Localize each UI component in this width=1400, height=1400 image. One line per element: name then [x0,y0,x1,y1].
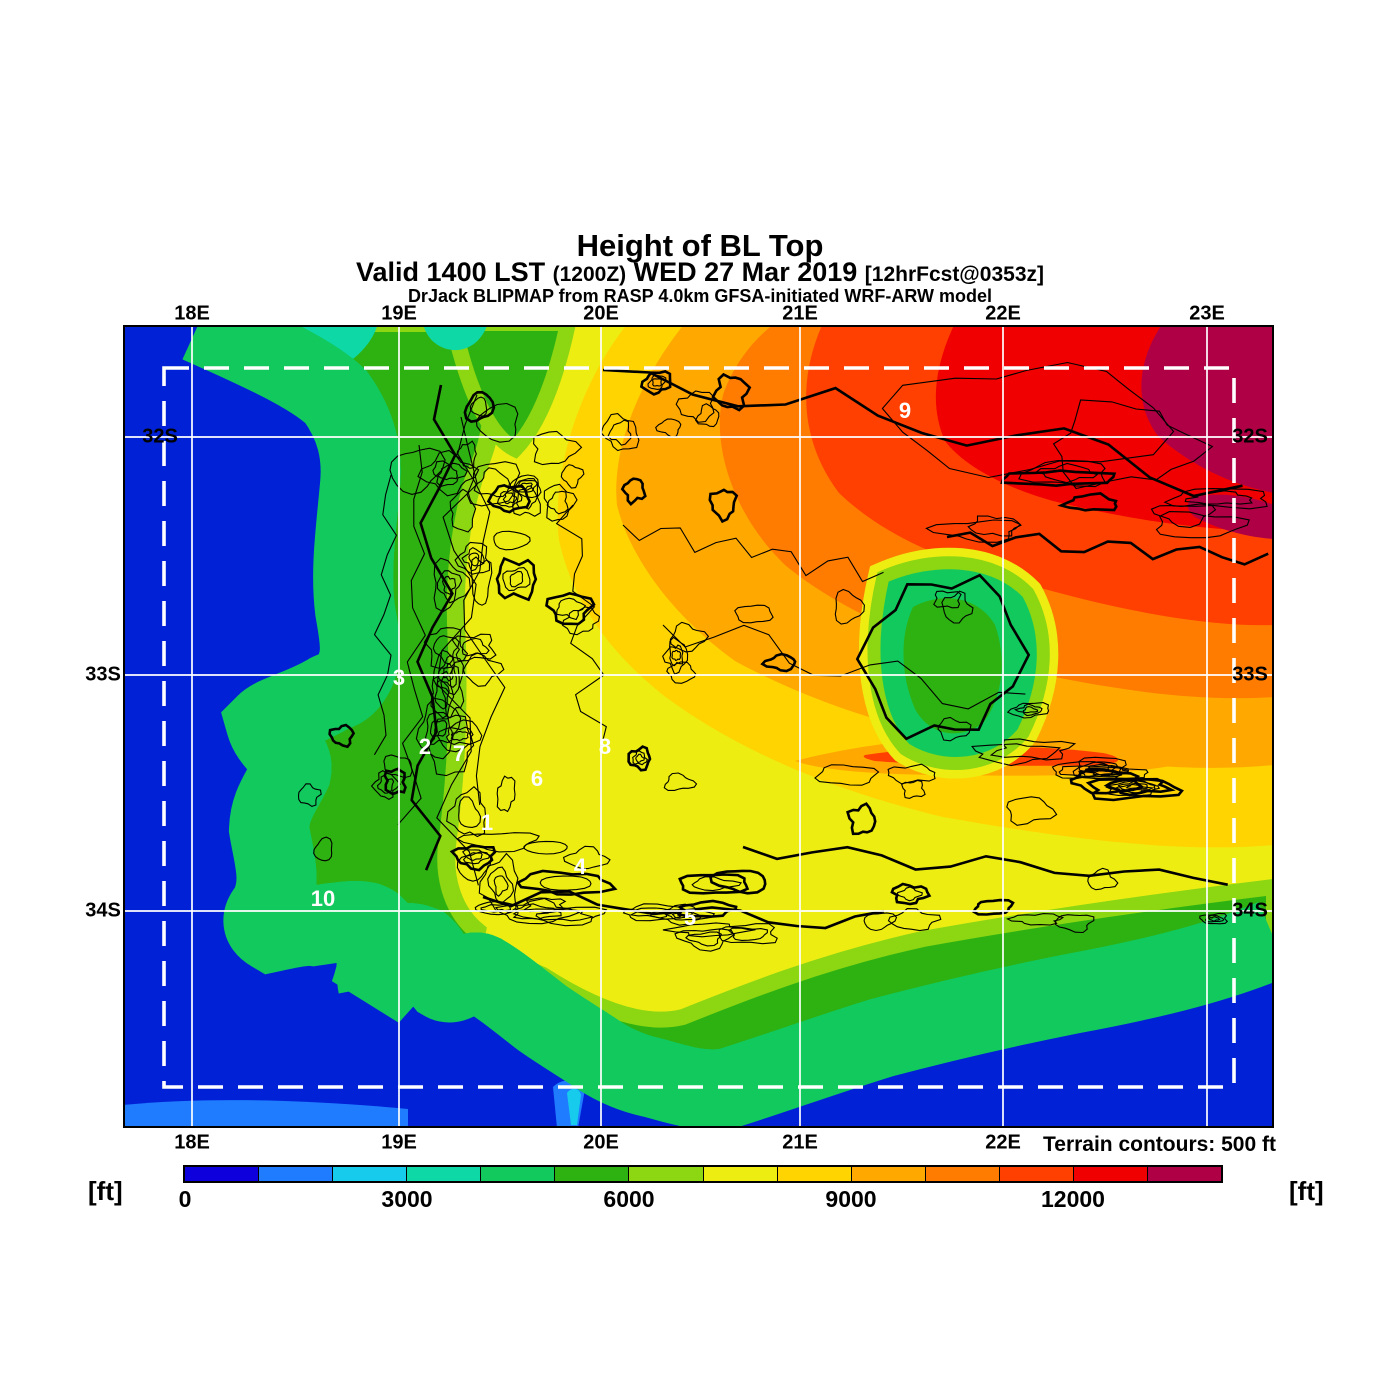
lat-label-right-34S: 34S [1232,899,1268,922]
site-marker-7: 7 [453,741,465,766]
lon-label-bottom-18E: 18E [174,1131,210,1154]
colorbar-seg-5000 [554,1167,629,1181]
model-line: DrJack BLIPMAP from RASP 4.0km GFSA-init… [407,286,993,306]
ocean-layer [123,325,1274,1128]
latlon-grid-layer [123,325,1274,1128]
valid-date: WED 27 Mar 2019 [633,257,858,287]
colorbar-seg-12000 [1072,1167,1148,1181]
bl-top-map: 1 2 3 4 5 6 7 8 9 10 [123,325,1274,1128]
colorbar-seg-10000 [924,1167,999,1181]
colorbar-seg-6000 [628,1167,703,1181]
site-marker-5: 5 [684,905,696,930]
colorbar-seg-7000 [702,1167,777,1181]
colorbar-seg-13000 [1147,1167,1222,1181]
site-marker-2: 2 [419,734,431,759]
model-domain-boundary [162,366,1236,1089]
colorbar-tick-9000: 9000 [825,1186,877,1212]
terrain-contours-layer [297,361,1269,952]
map-canvas: 1 2 3 4 5 6 7 8 9 10 [123,325,1274,1128]
colorbar-unit-left: [ft] [88,1176,123,1206]
site-marker-8: 8 [599,734,611,759]
lat-label-left-32S: 32S [142,425,178,448]
lat-label-right-33S: 33S [1232,663,1268,686]
forecast-cycle: [12hrFcst@0353z] [864,263,1044,286]
lon-label-bottom-20E: 20E [583,1131,619,1154]
valid-time: Valid 1400 LST [356,257,546,287]
valid-time-line: Valid 1400 LST (1200Z) WED 27 Mar 2019 [… [0,257,1400,288]
site-marker-9: 9 [899,398,911,423]
colorbar-seg-0 [185,1167,259,1181]
lat-label-left-33S: 33S [85,663,121,686]
colorbar-seg-9000 [850,1167,925,1181]
lat-label-right-32S: 32S [1232,425,1268,448]
colorbar-tick-0: 0 [178,1186,192,1212]
colorbar-tick-6000: 6000 [603,1186,655,1212]
valid-zulu: (1200Z) [552,263,627,286]
colorbar-tick-3000: 3000 [381,1186,433,1212]
lon-label-top-23E: 23E [1189,302,1225,325]
colorbar [183,1165,1223,1183]
colorbar-seg-11000 [998,1167,1073,1181]
lon-label-top-22E: 22E [985,302,1021,325]
colorbar-seg-2000 [332,1167,407,1181]
site-marker-layer: 1 2 3 4 5 6 7 8 9 10 [311,398,911,930]
map-border [123,325,1274,1128]
lat-label-left-34S: 34S [85,899,121,922]
site-marker-10: 10 [311,886,335,911]
lon-label-top-21E: 21E [782,302,818,325]
lon-label-bottom-22E: 22E [985,1131,1021,1154]
colorbar-tick-12000: 12000 [1041,1186,1105,1212]
colorbar-seg-8000 [776,1167,851,1181]
site-marker-1: 1 [481,810,493,835]
site-marker-6: 6 [531,766,543,791]
colorbar-seg-3000 [406,1167,481,1181]
lon-label-top-20E: 20E [583,302,619,325]
colorbar-seg-4000 [480,1167,555,1181]
lon-label-top-18E: 18E [174,302,210,325]
lon-label-bottom-19E: 19E [381,1131,417,1154]
page-title: Height of BL Top [576,228,824,263]
terrain-contour-note: Terrain contours: 500 ft [1043,1133,1276,1156]
site-marker-3: 3 [393,665,405,690]
site-marker-4: 4 [574,854,587,879]
lon-label-bottom-21E: 21E [782,1131,818,1154]
lon-label-top-19E: 19E [381,302,417,325]
colorbar-unit-right: [ft] [1289,1176,1324,1206]
colorbar-seg-1000 [258,1167,333,1181]
